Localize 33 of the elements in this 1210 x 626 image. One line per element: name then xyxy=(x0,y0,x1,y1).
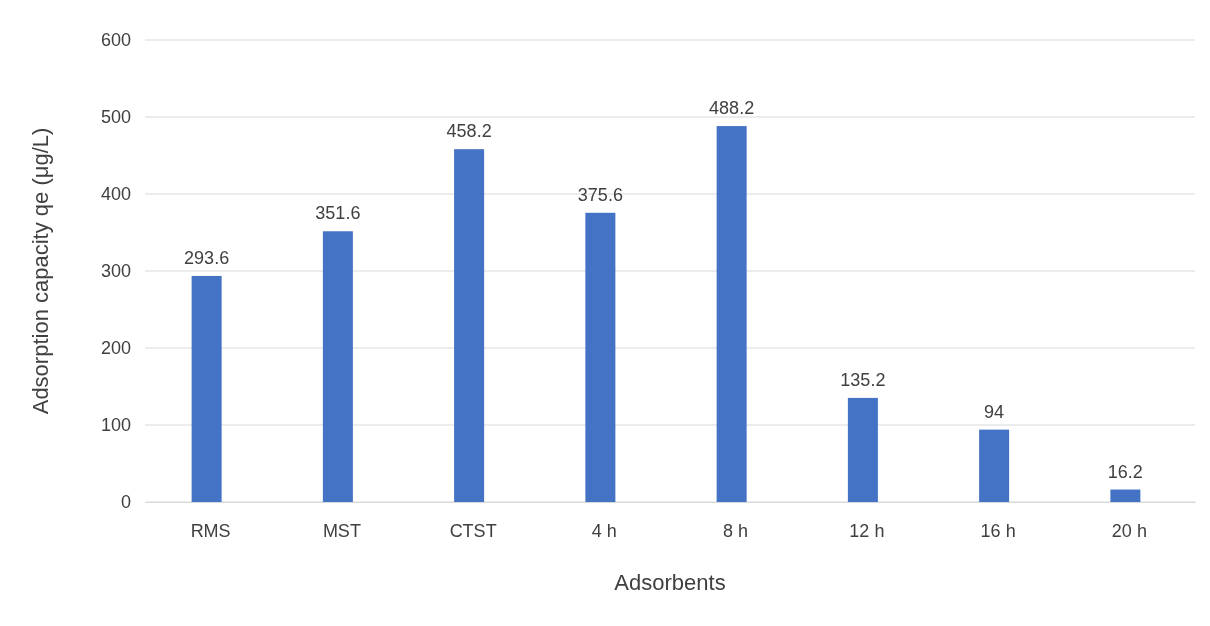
x-tick-label: 16 h xyxy=(980,520,1016,541)
y-tick-label: 500 xyxy=(100,107,131,128)
bar xyxy=(454,149,485,502)
bar xyxy=(191,275,222,502)
y-tick-label: 0 xyxy=(120,492,131,513)
y-tick-label: 200 xyxy=(100,338,131,359)
bar xyxy=(1110,489,1141,502)
y-tick-label: 400 xyxy=(100,184,131,205)
bar xyxy=(979,429,1010,502)
data-label: 488.2 xyxy=(709,98,755,119)
y-tick-label: 300 xyxy=(100,261,131,282)
bar xyxy=(847,397,878,502)
x-tick-label: 12 h xyxy=(849,520,885,541)
data-label: 293.6 xyxy=(184,247,230,268)
x-tick-label: 20 h xyxy=(1111,520,1147,541)
x-tick-label: RMS xyxy=(190,520,231,541)
bar xyxy=(322,231,353,502)
data-label: 16.2 xyxy=(1107,461,1143,482)
x-tick-label: MST xyxy=(322,520,361,541)
bar xyxy=(585,212,616,502)
x-tick-label: 4 h xyxy=(591,520,617,541)
y-axis-title: Adsorption capacity qe (μg/L) xyxy=(28,127,53,415)
data-label: 351.6 xyxy=(315,203,361,224)
x-axis-title: Adsorbents xyxy=(614,570,726,595)
data-label: 135.2 xyxy=(840,369,886,390)
data-label: 375.6 xyxy=(577,184,623,205)
data-label: 458.2 xyxy=(446,121,492,142)
x-tick-label: 8 h xyxy=(723,520,749,541)
y-tick-label: 600 xyxy=(100,30,131,51)
y-tick-label: 100 xyxy=(100,415,131,436)
bar xyxy=(716,126,747,502)
x-tick-label: CTST xyxy=(449,520,497,541)
data-label: 94 xyxy=(984,401,1005,422)
